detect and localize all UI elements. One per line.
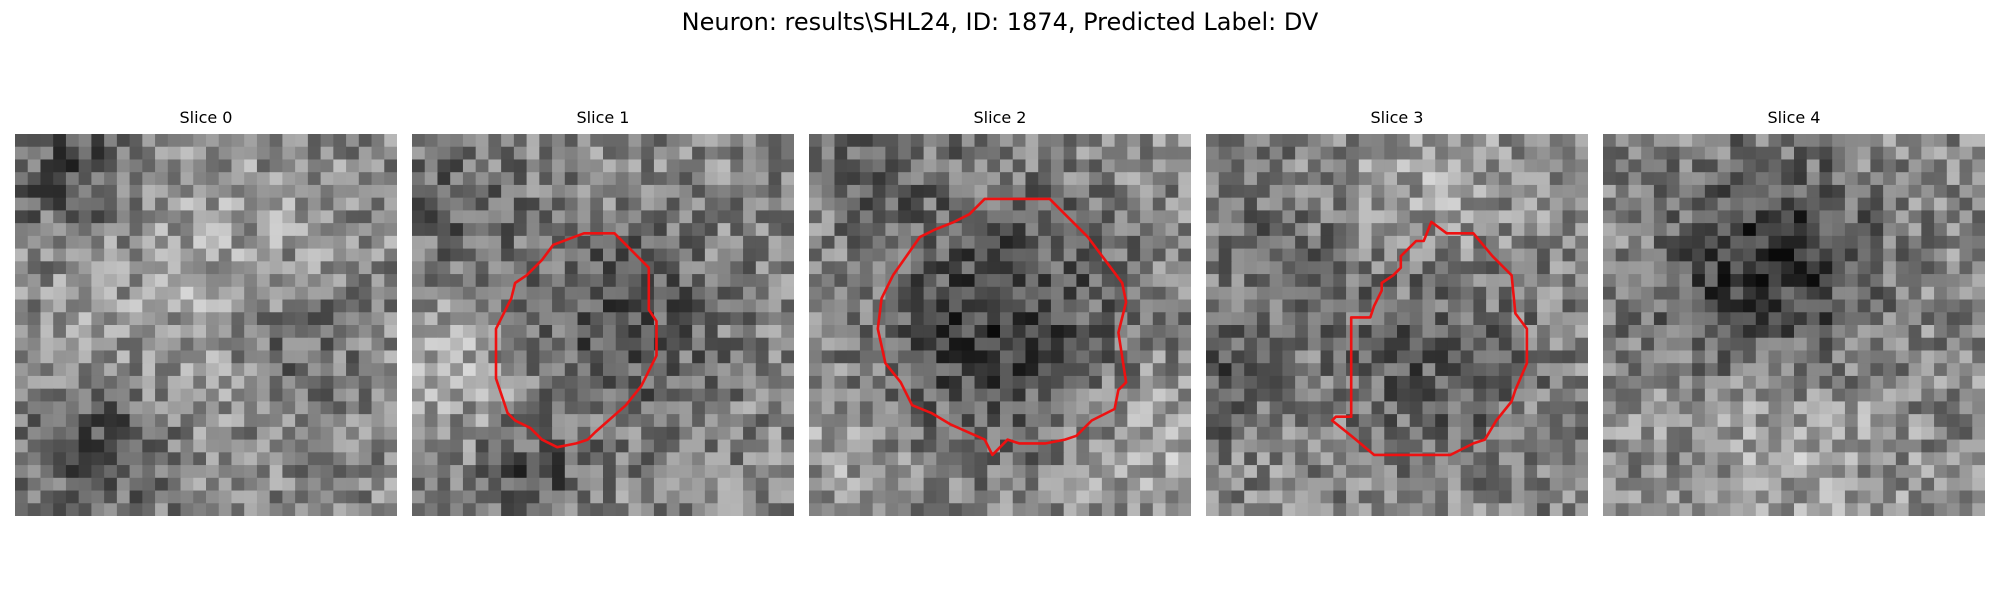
slice-3-image <box>1206 134 1588 516</box>
slice-1-image <box>412 134 794 516</box>
slice-3-contour <box>1330 220 1529 457</box>
slice-2-contour <box>876 197 1128 457</box>
figure-title: Neuron: results\SHL24, ID: 1874, Predict… <box>681 8 1319 36</box>
slice-4-title: Slice 4 <box>1767 108 1821 127</box>
slice-0-title: Slice 0 <box>179 108 233 127</box>
slice-4-image <box>1603 134 1985 516</box>
slice-1-contour <box>494 232 658 449</box>
slice-2-image <box>809 134 1191 516</box>
slice-3-title: Slice 3 <box>1370 108 1424 127</box>
slice-1-title: Slice 1 <box>576 108 630 127</box>
slice-2-title: Slice 2 <box>973 108 1027 127</box>
slice-0-image <box>15 134 397 516</box>
